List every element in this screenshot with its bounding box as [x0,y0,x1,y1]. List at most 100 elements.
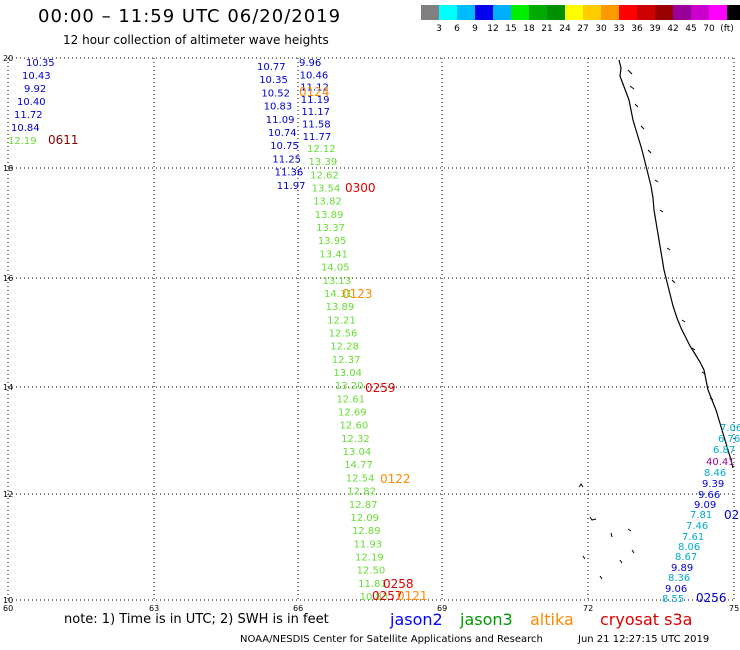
generation-timestamp: Jun 21 12:27:15 UTC 2019 [578,634,710,645]
altimeter-tracks: 10.35 10.43 9.92 10.40 11.72 10.84 12.19 0611 10… [8,58,740,605]
swh-value: 12.19 [8,136,37,147]
legend-swatch [619,5,637,20]
swh-value: 12.21 [327,315,356,326]
credit-text: NOAA/NESDIS Center for Satellite Applica… [240,634,543,645]
swh-value: 12.54 [346,473,375,484]
swh-value: 13.95 [318,236,347,247]
island-2 [589,516,597,521]
satellite-label: jason3 [460,610,513,629]
legend-label: 70 [703,24,715,34]
legend-swatch [673,5,691,20]
swh-value: 9.66 [698,490,720,501]
swh-value: 9.89 [671,563,693,574]
swh-value: 13.20 [335,381,364,392]
note-text: note: 1) Time is in UTC; 2) SWH is in fe… [64,612,329,627]
swh-value: 8.36 [668,573,690,584]
swh-value: 14.77 [344,460,373,471]
swh-value: 9.09 [694,500,716,511]
swh-value: 11.12 [300,83,329,94]
lon-label: 72 [583,604,593,613]
swh-value: 9.06 [665,584,687,595]
legend-swatch [601,5,619,20]
pass-time: 0256 [696,591,727,605]
swh-value: 10.84 [11,123,40,134]
legend-swatch [529,5,547,20]
coastline [578,59,734,580]
legend-label: 27 [577,24,589,34]
swh-value: 13.41 [319,249,348,260]
swh-value: 40.41 [706,457,735,468]
swh-value: 10.83 [264,102,293,113]
swh-value: 11.09 [266,115,295,126]
legend-label: 42 [667,24,679,34]
pass-time: 0121 [397,589,428,603]
swh-value: 11.93 [354,539,383,550]
swh-value: 9.39 [702,479,724,490]
coastline-mainland [618,59,734,469]
swh-value: 12.87 [349,500,378,511]
coastline-detail [627,69,714,401]
swh-value: 8.46 [704,468,726,479]
lon-label: 63 [149,604,159,613]
swh-value: 12.50 [357,566,386,577]
satellite-label: altika [530,610,574,629]
lat-label: 20 [3,54,13,63]
legend-swatch [421,5,439,20]
legend-label: 18 [523,24,535,34]
swh-value: 12.19 [355,552,384,563]
island-8 [619,559,623,564]
swh-value: 7.46 [686,521,708,532]
legend-swatch [511,5,529,20]
lat-label: 14 [3,383,13,392]
legend-swatch [457,5,475,20]
island-3 [610,532,613,538]
swh-value: 11.25 [272,154,301,165]
pass-time: 0123 [342,287,373,301]
legend-swatch [565,5,583,20]
legend-label: 33 [613,24,625,34]
swh-value: 10.83 [360,592,389,603]
swh-value: 10.75 [270,141,299,152]
swh-value: 8.55 [662,594,684,605]
legend-swatch [727,5,740,20]
swh-value: 12.89 [352,526,381,537]
legend-label: 21 [541,24,553,34]
legend-label: 15 [505,24,517,34]
swh-value: 10.74 [268,128,297,139]
lon-label: 69 [437,604,447,613]
swh-value: 7.61 [682,532,704,543]
lon-label: 66 [293,604,303,613]
swh-value: 12.61 [336,394,365,405]
swh-value: 13.89 [326,302,355,313]
pass-time: 0122 [380,472,411,486]
lat-label: 16 [3,274,13,283]
legend-swatch [655,5,673,20]
swh-value: 7.06 [720,423,740,434]
swh-value: 13.37 [316,223,345,234]
swh-value: 12.60 [340,421,369,432]
swh-value: 11.19 [301,95,330,106]
swh-value: 8.06 [678,542,700,553]
swh-value: 12.28 [330,342,359,353]
legend-swatch [637,5,655,20]
pass-time: 0257 [372,589,403,603]
swh-value: 13.39 [309,157,338,168]
swh-value: 10.43 [22,71,51,82]
lat-label: 12 [3,490,13,499]
legend-swatch [475,5,493,20]
legend-label: 12 [487,24,499,34]
swh-value: 10.35 [26,58,55,69]
legend-swatch [493,5,511,20]
legend-label: 39 [649,24,661,34]
swh-value: 12.37 [332,355,361,366]
lon-label: 75 [729,604,739,613]
swh-value: 7.81 [690,510,712,521]
legend-swatch [691,5,709,20]
satellite-label: cryosat s3a [600,610,693,629]
pass-time: 0124 [299,85,330,99]
satellite-label: jason2 [390,610,443,629]
page-title: 00:00 – 11:59 UTC 06/20/2019 [38,6,342,27]
swh-value: 02 [724,508,739,522]
